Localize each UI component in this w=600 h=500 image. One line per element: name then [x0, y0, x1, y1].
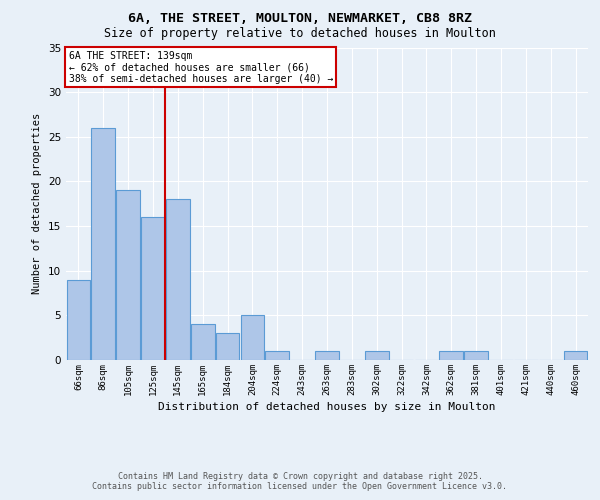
- Text: 6A, THE STREET, MOULTON, NEWMARKET, CB8 8RZ: 6A, THE STREET, MOULTON, NEWMARKET, CB8 …: [128, 12, 472, 26]
- Bar: [166, 200, 190, 360]
- X-axis label: Distribution of detached houses by size in Moulton: Distribution of detached houses by size …: [158, 402, 496, 412]
- Bar: [464, 351, 488, 360]
- Bar: [191, 324, 215, 360]
- Bar: [67, 280, 90, 360]
- Bar: [241, 316, 264, 360]
- Bar: [116, 190, 140, 360]
- Bar: [265, 351, 289, 360]
- Bar: [365, 351, 389, 360]
- Bar: [216, 333, 239, 360]
- Text: 6A THE STREET: 139sqm
← 62% of detached houses are smaller (66)
38% of semi-deta: 6A THE STREET: 139sqm ← 62% of detached …: [68, 50, 333, 84]
- Bar: [439, 351, 463, 360]
- Bar: [141, 217, 165, 360]
- Text: Contains HM Land Registry data © Crown copyright and database right 2025.
Contai: Contains HM Land Registry data © Crown c…: [92, 472, 508, 491]
- Bar: [564, 351, 587, 360]
- Bar: [91, 128, 115, 360]
- Y-axis label: Number of detached properties: Number of detached properties: [32, 113, 43, 294]
- Bar: [315, 351, 339, 360]
- Text: Size of property relative to detached houses in Moulton: Size of property relative to detached ho…: [104, 28, 496, 40]
